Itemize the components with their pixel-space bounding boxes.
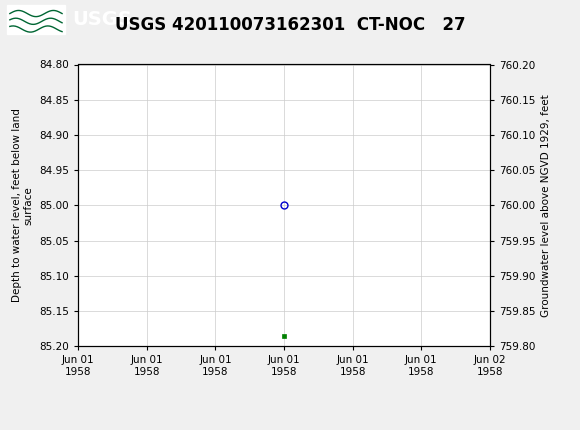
Y-axis label: Groundwater level above NGVD 1929, feet: Groundwater level above NGVD 1929, feet	[541, 94, 551, 317]
Text: USGS 420110073162301  CT-NOC   27: USGS 420110073162301 CT-NOC 27	[115, 16, 465, 34]
Y-axis label: Depth to water level, feet below land
surface: Depth to water level, feet below land su…	[12, 108, 34, 302]
Bar	[7, 5, 65, 34]
Text: USGS: USGS	[72, 10, 132, 29]
